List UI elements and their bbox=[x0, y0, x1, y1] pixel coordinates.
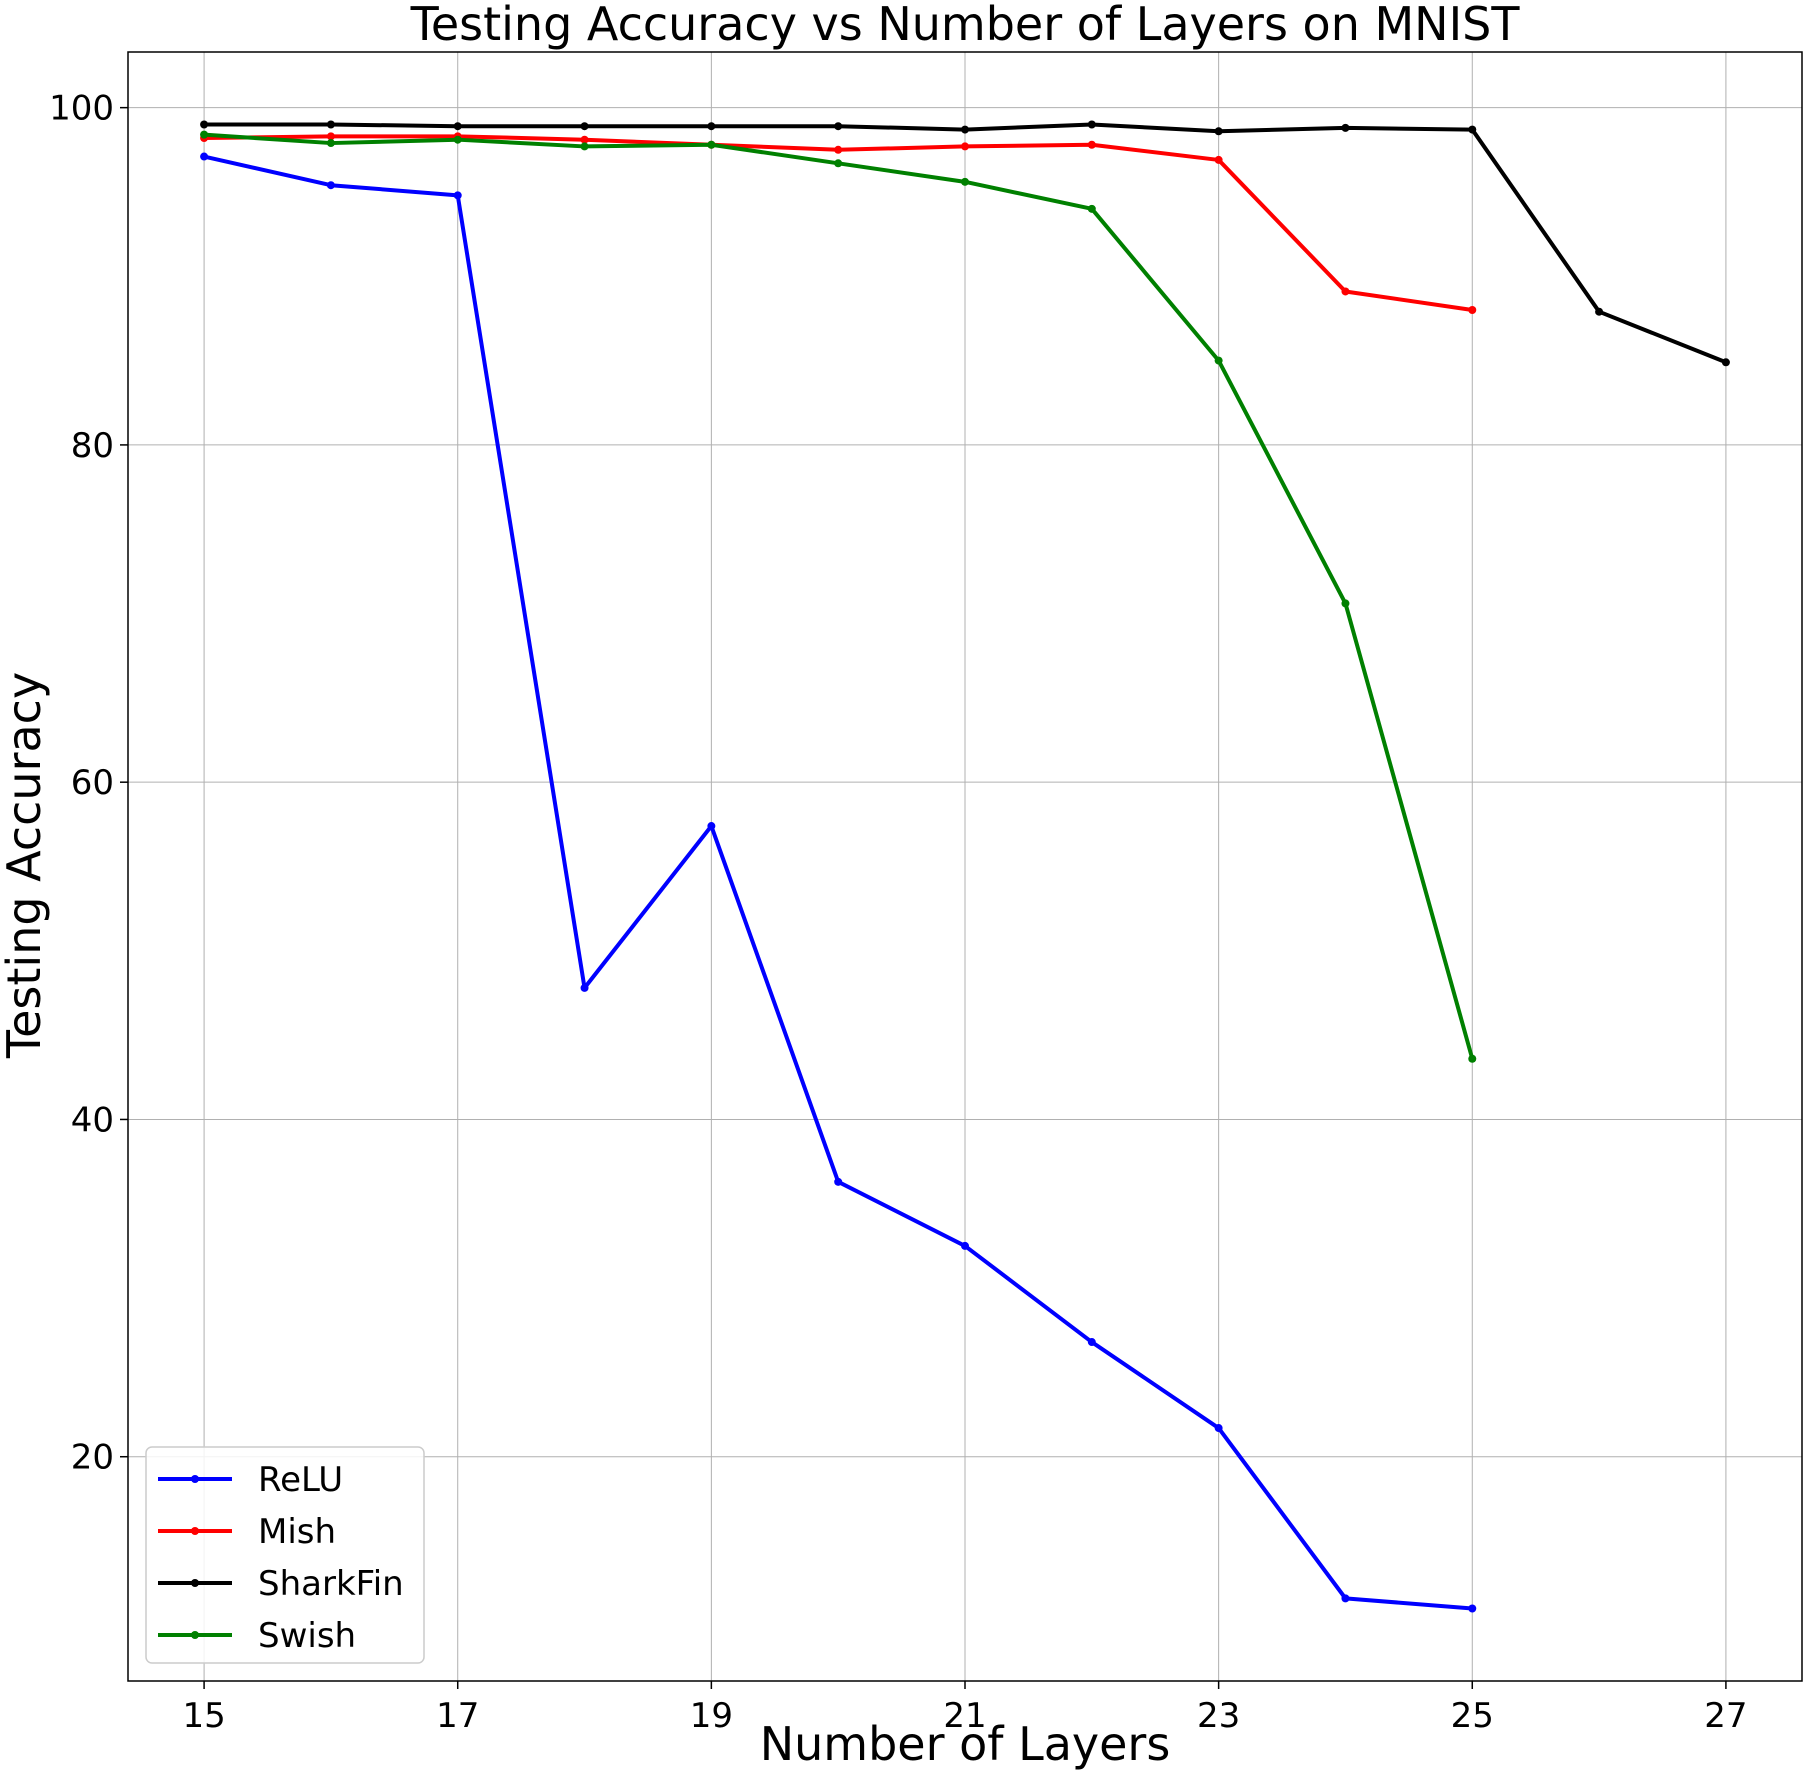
legend-box bbox=[145, 1446, 425, 1664]
data-point-mish bbox=[834, 145, 843, 154]
data-point-swish bbox=[1341, 599, 1350, 608]
series-line-swish bbox=[203, 132, 1475, 1060]
y-axis-label: Testing Accuracy bbox=[0, 672, 51, 1059]
legend-marker-sharkfin bbox=[191, 1579, 199, 1587]
y-tick-label: 20 bbox=[71, 1438, 114, 1478]
legend-label-sharkfin: SharkFin bbox=[258, 1564, 404, 1604]
data-point-relu bbox=[1341, 1594, 1350, 1603]
legend-item-mish: Mish bbox=[158, 1512, 336, 1552]
data-point-relu bbox=[1087, 1338, 1096, 1347]
data-point-sharkfin bbox=[1721, 358, 1730, 367]
data-point-sharkfin bbox=[961, 125, 969, 134]
x-axis-label: Number of Layers bbox=[760, 1717, 1171, 1771]
data-point-sharkfin bbox=[1214, 127, 1223, 136]
legend-item-swish: Swish bbox=[158, 1616, 356, 1656]
x-tick-label: 27 bbox=[1704, 1696, 1747, 1736]
data-point-relu bbox=[834, 1177, 843, 1186]
data-point-mish bbox=[1468, 306, 1477, 315]
data-point-sharkfin bbox=[580, 122, 589, 131]
data-point-relu bbox=[453, 191, 462, 200]
x-tick-label: 15 bbox=[182, 1696, 225, 1736]
y-tick-label: 80 bbox=[71, 426, 114, 466]
data-point-swish bbox=[580, 142, 589, 151]
data-point-swish bbox=[453, 135, 462, 144]
data-point-sharkfin bbox=[1341, 123, 1350, 132]
data-point-mish bbox=[580, 135, 589, 144]
data-point-swish bbox=[961, 177, 969, 186]
y-tick-label: 40 bbox=[71, 1100, 114, 1140]
data-point-mish bbox=[961, 142, 969, 151]
series-swish bbox=[200, 130, 1477, 1063]
legend-item-sharkfin: SharkFin bbox=[158, 1564, 404, 1604]
data-point-relu bbox=[707, 822, 716, 831]
data-point-sharkfin bbox=[453, 122, 462, 131]
x-tick-label: 21 bbox=[943, 1696, 986, 1736]
series-mish bbox=[200, 132, 1477, 315]
legend-label-swish: Swish bbox=[258, 1616, 356, 1656]
data-point-swish bbox=[1468, 1054, 1477, 1063]
data-point-relu bbox=[200, 152, 209, 161]
series-sharkfin bbox=[200, 120, 1730, 367]
data-point-mish bbox=[326, 132, 335, 141]
x-tick-label: 23 bbox=[1197, 1696, 1240, 1736]
data-point-mish bbox=[1214, 155, 1223, 164]
data-point-swish bbox=[834, 159, 843, 168]
legend-marker-mish bbox=[191, 1527, 199, 1535]
data-point-sharkfin bbox=[1595, 307, 1604, 316]
data-point-sharkfin bbox=[326, 120, 335, 129]
data-point-relu bbox=[580, 983, 589, 992]
x-tick-label: 25 bbox=[1451, 1696, 1494, 1736]
x-tick-label: 19 bbox=[690, 1696, 733, 1736]
data-point-swish bbox=[326, 139, 335, 148]
legend: ReLU Mish SharkFin Swish bbox=[145, 1446, 425, 1664]
legend-label-mish: Mish bbox=[258, 1512, 336, 1552]
data-point-relu bbox=[1214, 1424, 1223, 1433]
data-point-relu bbox=[961, 1241, 969, 1250]
data-point-sharkfin bbox=[834, 122, 843, 131]
data-point-sharkfin bbox=[1468, 125, 1477, 134]
legend-label-relu: ReLU bbox=[258, 1460, 343, 1500]
legend-item-relu: ReLU bbox=[158, 1460, 343, 1500]
data-point-swish bbox=[1214, 356, 1223, 365]
series-layer bbox=[200, 120, 1730, 1613]
data-point-relu bbox=[1468, 1604, 1477, 1613]
x-axis: 15 17 19 21 23 25 27 bbox=[182, 1681, 1748, 1736]
x-tick-label: 17 bbox=[436, 1696, 479, 1736]
data-point-sharkfin bbox=[1087, 120, 1096, 129]
y-tick-label: 100 bbox=[49, 89, 114, 129]
legend-marker-relu bbox=[191, 1475, 199, 1483]
data-point-swish bbox=[200, 130, 209, 139]
data-point-swish bbox=[707, 140, 716, 149]
legend-marker-swish bbox=[191, 1631, 199, 1639]
data-point-sharkfin bbox=[200, 120, 209, 129]
data-point-mish bbox=[1341, 287, 1350, 296]
y-axis: 20 40 60 80 100 bbox=[49, 89, 128, 1478]
grid bbox=[128, 52, 1802, 1681]
series-relu bbox=[200, 152, 1477, 1613]
data-point-mish bbox=[1087, 140, 1096, 149]
series-line-relu bbox=[203, 154, 1473, 1611]
y-tick-label: 60 bbox=[71, 763, 114, 803]
data-point-relu bbox=[326, 181, 335, 190]
data-point-sharkfin bbox=[707, 122, 716, 131]
data-point-swish bbox=[1087, 204, 1096, 213]
chart-title: Testing Accuracy vs Number of Layers on … bbox=[410, 0, 1521, 51]
